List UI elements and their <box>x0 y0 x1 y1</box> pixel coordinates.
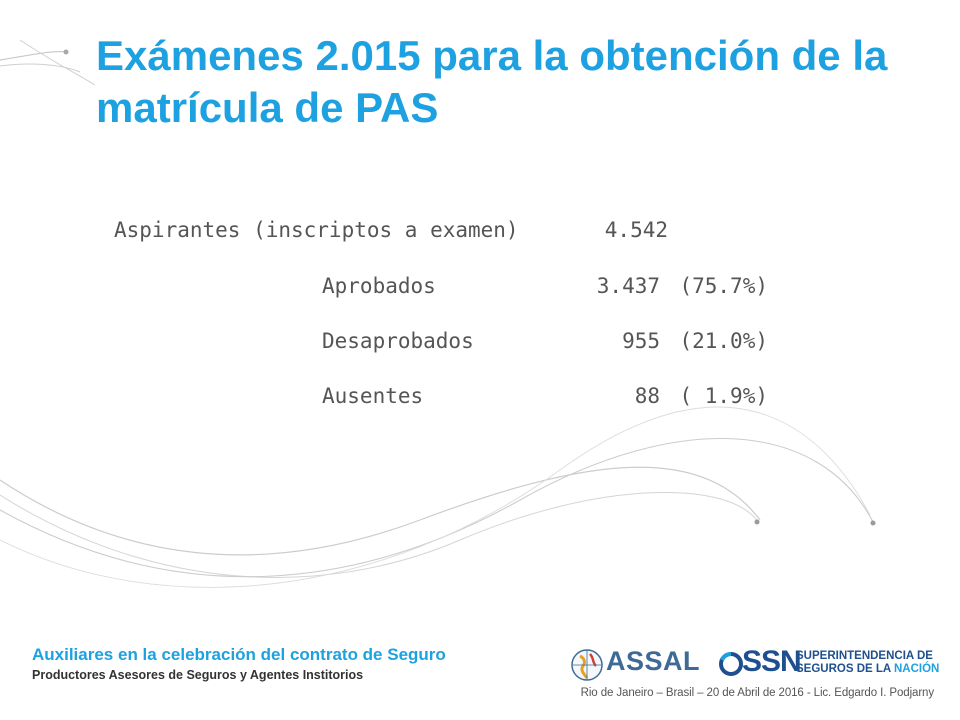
ssn-name-line2b: NACIÓN <box>893 663 940 675</box>
globe-icon <box>571 649 603 681</box>
footer-subtitle: Productores Asesores de Seguros y Agente… <box>32 668 364 682</box>
footer-logos: ASSAL SSN SUPERINTENDENCIA DE SEGUROS DE… <box>570 644 940 684</box>
stat-label-failed: Desaprobados <box>322 329 474 353</box>
ssn-name-line2: SEGUROS DE LA NACIÓN <box>796 663 939 676</box>
ssn-name-line2a: SEGUROS DE LA <box>796 663 894 675</box>
stat-label-total: Aspirantes (inscriptos a examen) <box>114 218 519 242</box>
slide-title: Exámenes 2.015 para la obtención de la m… <box>96 32 888 131</box>
stat-label-absent: Ausentes <box>322 384 424 408</box>
stat-percent-approved: (75.7%) <box>679 274 768 298</box>
stat-percent-absent: ( 1.9%) <box>679 384 768 408</box>
ssn-logo-text: SSN <box>742 645 802 678</box>
ssn-full-name: SUPERINTENDENCIA DE SEGUROS DE LA NACIÓN <box>796 650 939 676</box>
stat-value-failed: 955 <box>622 329 660 353</box>
footer-event-line: Rio de Janeiro – Brasil – 20 de Abril de… <box>580 687 934 699</box>
footer-title: Auxiliares en la celebración del contrat… <box>32 645 446 664</box>
stat-label-approved: Aprobados <box>322 274 436 298</box>
ssn-name-line1: SUPERINTENDENCIA DE <box>796 650 933 662</box>
stat-value-approved: 3.437 <box>596 274 660 298</box>
stat-value-total: 4.542 <box>604 218 668 242</box>
stat-percent-failed: (21.0%) <box>679 329 768 353</box>
ssn-emblem-icon <box>719 652 743 676</box>
assal-logo-text: ASSAL <box>606 646 701 676</box>
stat-value-absent: 88 <box>634 384 660 408</box>
